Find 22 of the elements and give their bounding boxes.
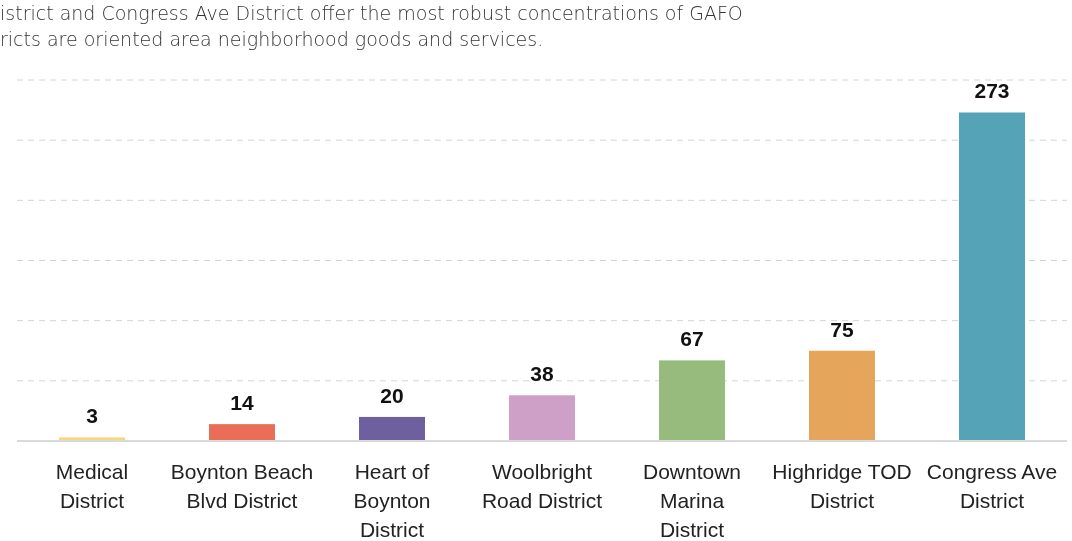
bar	[659, 360, 725, 441]
x-tick-label: Highridge TOD District	[772, 460, 912, 512]
bar	[509, 395, 575, 441]
data-label: 67	[680, 327, 704, 351]
bar	[809, 350, 875, 441]
x-tick-label: Heart of Boynton District	[353, 460, 431, 541]
bar	[209, 424, 275, 441]
text: ricts are oriented area neighborhood goods and services.	[0, 28, 544, 50]
data-label: 20	[380, 383, 404, 407]
x-tick-label: Medical District	[55, 460, 129, 512]
data-label: 3	[86, 404, 98, 428]
data-label: 14	[230, 391, 254, 415]
x-tick-label: Downtown Marina District	[642, 460, 742, 541]
x-tick-label: Boynton Beach Blvd District	[170, 460, 314, 512]
x-tick-label: Woolbright Road District	[481, 460, 603, 512]
data-label: 38	[530, 362, 554, 386]
bar	[959, 112, 1025, 441]
text: istrict and Congress Ave District offer the most robust concentrations of GAFO	[0, 2, 743, 24]
bar	[359, 416, 425, 441]
data-label: 273	[974, 79, 1010, 103]
x-tick-label: Congress Ave District	[926, 460, 1058, 512]
data-label: 75	[830, 317, 854, 341]
